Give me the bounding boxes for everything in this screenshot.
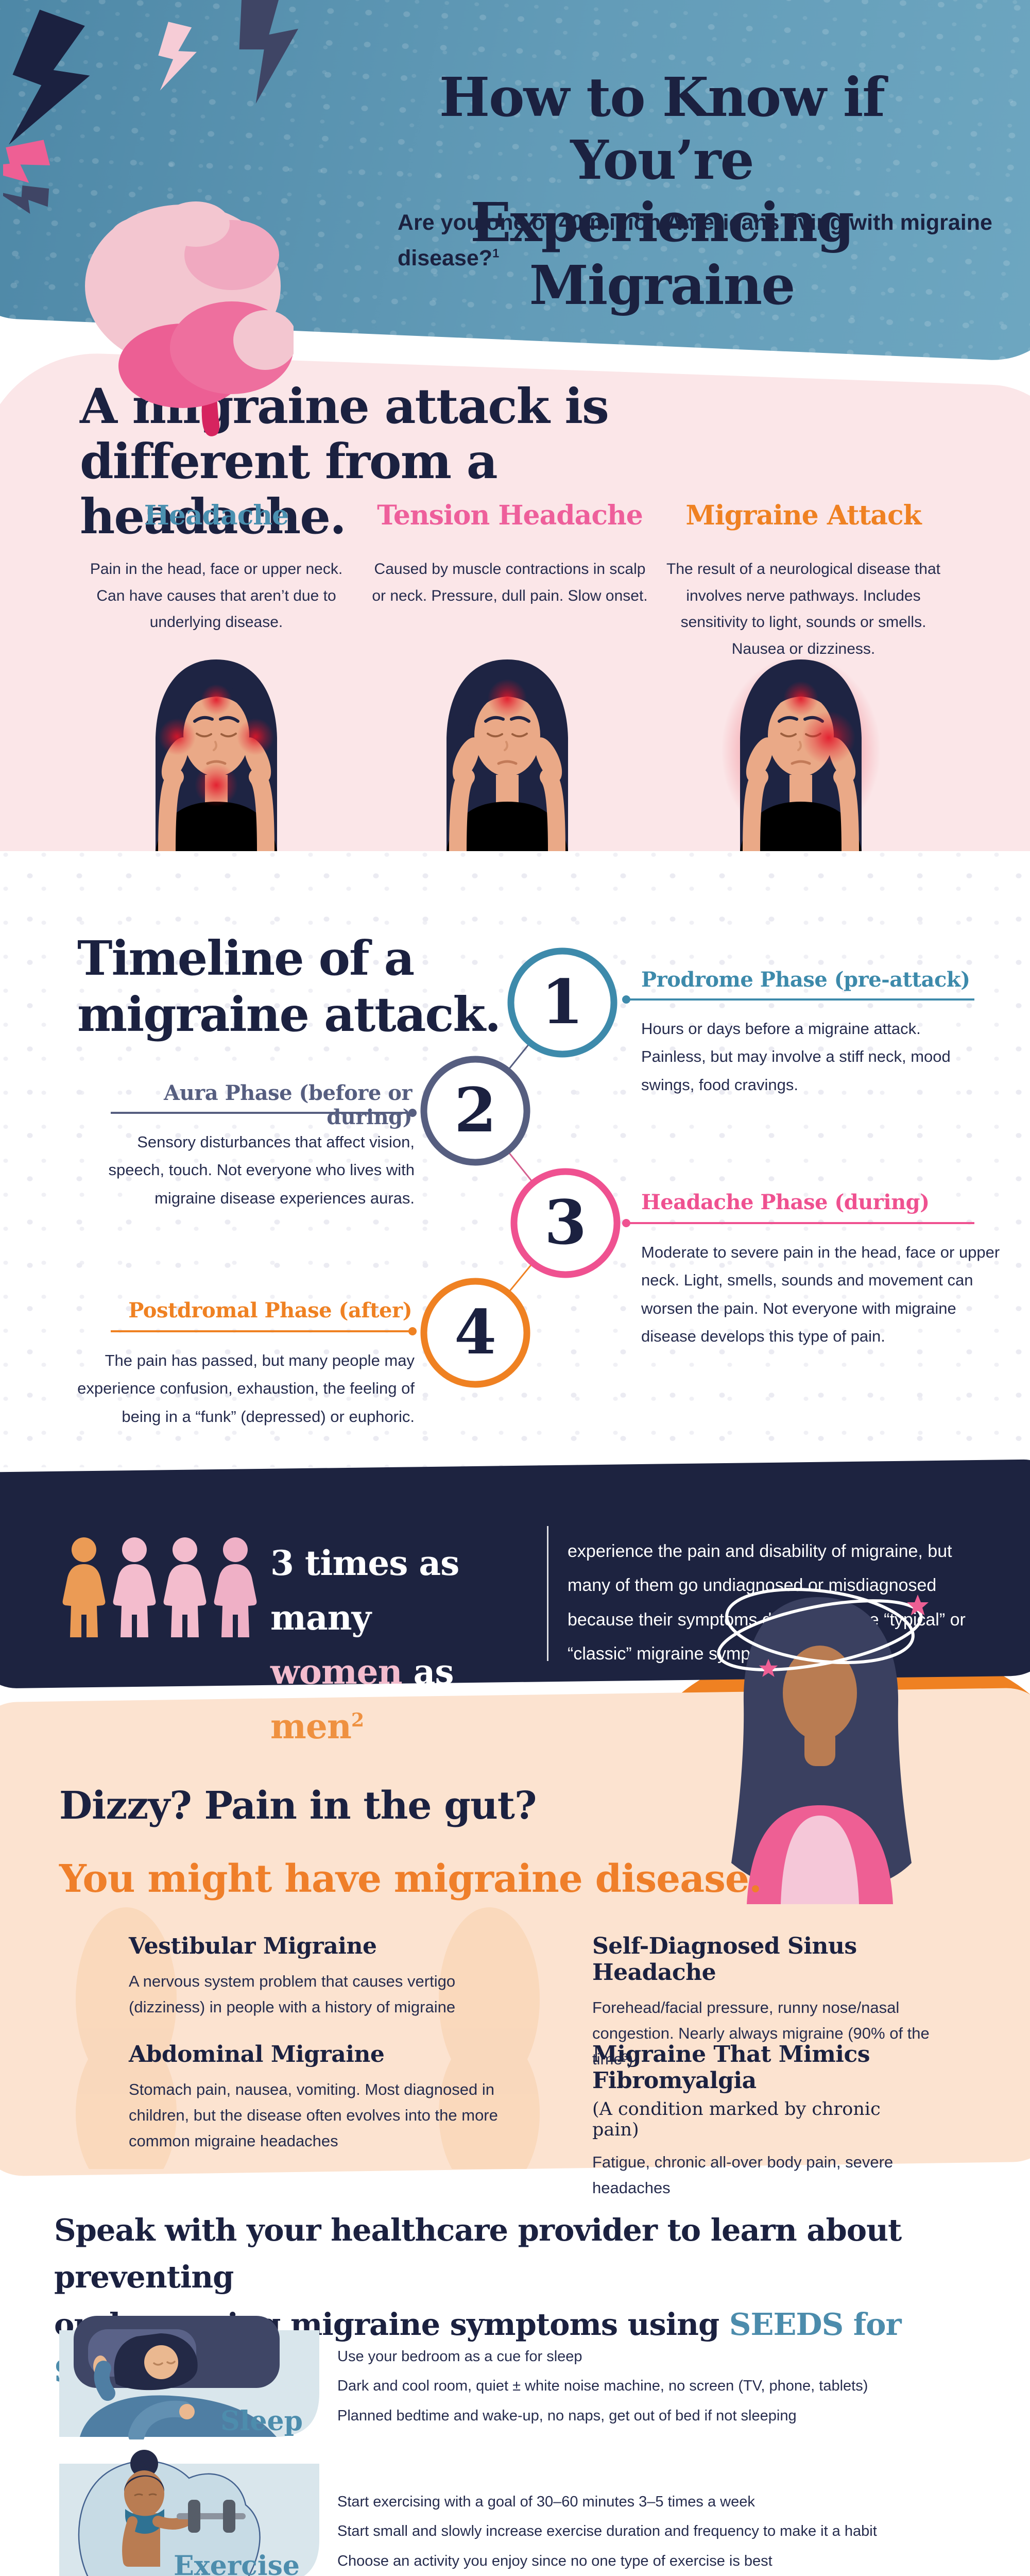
column-migraine: Migraine Attack The result of a neurolog… [664,500,942,662]
difference-section: A migraine attack is different from a he… [0,330,1030,851]
types-heading-line1: Dizzy? Pain in the gut? [59,1784,537,1828]
phase-4-label: Postdromal Phase (after) [128,1298,412,1323]
phase-4-line [111,1327,417,1335]
column-tension-text: Caused by muscle contractions in scalp o… [372,561,648,604]
column-tension: Tension Headache Caused by muscle contra… [371,500,649,609]
type-sinus: Self-Diagnosed Sinus Headache Forehead/f… [592,1933,932,2073]
list-item: Dark and cool room, quiet ± white noise … [337,2378,868,2395]
timeline-heading: Timeline of a migraine attack. [77,930,541,1042]
list-item: Choose an activity you enjoy since no on… [337,2552,772,2569]
sleep-tips: Use your bedroom as a cue for sleep Dark … [337,2347,991,2425]
page-subtitle: Are you one of 40 million Americans livi… [398,205,1000,276]
phase-2-line [111,1109,417,1117]
phase-3-line [622,1219,974,1227]
column-migraine-text: The result of a neurological disease tha… [666,561,940,657]
list-item: Start small and slowly increase exercise… [337,2523,877,2540]
timeline-heading-line1: Timeline of a [77,930,415,986]
migraine-woman-illustration: .t3 .topfill{fill:#ef8122} [721,655,881,851]
list-item: Planned bedtime and wake-up, no naps, ge… [337,2407,797,2424]
list-item: Use your bedroom as a cue for sleep [337,2348,582,2365]
type-fibromyalgia-subtitle: (A condition marked by chronic pain) [592,2099,881,2140]
phase-1-text: Hours or days before a migraine attack. … [641,1020,951,1094]
subtitle-text: Are you one of 40 million Americans livi… [398,210,992,270]
type-fibromyalgia-title: Migraine That Mimics Fibromyalgia [592,2041,870,2094]
difference-heading-line2: different from a headache. [80,433,498,546]
column-headache: Headache Pain in the head, face or upper… [77,500,355,636]
page-title-line2: Experiencing Migraine [470,191,854,317]
stat-headline-line2: women as men2 [270,1652,454,1747]
type-fibromyalgia-text: Fatigue, chronic all-over body pain, sev… [592,2153,894,2197]
type-abdominal-text: Stomach pain, nausea, vomiting. Most dia… [129,2080,498,2150]
exercise-tips: Start exercising with a goal of 30–60 mi… [337,2493,991,2570]
people-icons [62,1537,257,1637]
timeline-heading-line2: migraine attack. [77,986,501,1042]
type-abdominal: Abdominal Migraine Stomach pain, nausea,… [129,2041,520,2155]
brain-icon [85,201,294,436]
phase-2-number: 2 [454,1074,496,1146]
lightning-bolts-icon [3,0,308,216]
type-vestibular-title: Vestibular Migraine [129,1933,377,1959]
seeds-heading: Speak with your healthcare provider to l… [54,2207,991,2395]
dizzy-woman-illustration [717,1587,929,1904]
subtitle-footnote: 1 [492,247,500,261]
phase-4-text: The pain has passed, but many people may… [77,1351,415,1426]
column-headache-title: Headache [144,500,289,531]
peach-ellipse-decorations [76,1907,540,2169]
type-sinus-text: Forehead/facial pressure, runny nose/nas… [592,1998,930,2069]
phase-1-line [622,995,974,1004]
type-sinus-title: Self-Diagnosed Sinus Headache [592,1933,857,1986]
sleep-illustration: Sleep [59,2316,319,2444]
phase-3-text: Moderate to severe pain in the head, fac… [641,1243,1000,1345]
phase-2-label: Aura Phase (before or during) [164,1081,412,1129]
sleep-label: Sleep [220,2405,303,2437]
timeline-connector-circles: 1 2 3 4 [420,947,621,1388]
column-migraine-title: Migraine Attack [685,500,921,531]
types-heading-line2: You might have migraine disease. [59,1857,762,1901]
phase-3-number: 3 [544,1187,587,1258]
type-vestibular-text: A nervous system problem that causes ver… [129,1972,456,2016]
phase-3-label: Headache Phase (during) [641,1190,930,1214]
exercise-label: Exercise [174,2550,300,2576]
column-headache-text: Pain in the head, face or upper neck. Ca… [90,561,343,631]
page-title-line1: How to Know if You’re [439,65,885,192]
column-tension-title: Tension Headache [377,500,643,531]
phase-1-number: 1 [541,966,583,1038]
stat-headline: 3 times as many women as men2 [270,1536,548,1754]
phase-2-text: Sensory disturbances that affect vision,… [108,1133,415,1207]
phase-4-number: 4 [454,1296,496,1368]
type-vestibular: Vestibular Migraine A nervous system pro… [129,1933,458,2020]
seeds-heading-line1: Speak with your healthcare provider to l… [54,2212,902,2295]
type-abdominal-title: Abdominal Migraine [129,2041,385,2067]
page-title: How to Know if You’re Experiencing Migra… [340,66,984,317]
type-fibromyalgia: Migraine That Mimics Fibromyalgia (A con… [592,2041,932,2201]
list-item: Start exercising with a goal of 30–60 mi… [337,2494,755,2510]
exercise-illustration: Exercise [59,2448,319,2576]
headache-woman-illustration: .t1 .topfill{fill:#4f90ad} [124,655,309,851]
stat-headline-line1: 3 times as many [270,1543,459,1638]
person-icon-orange [62,1537,106,1637]
phase-1-label: Prodrome Phase (pre-attack) [641,968,970,992]
tension-woman-illustration: .t2 .topfill{fill:#ee5f94} [415,655,600,851]
stat-divider [547,1526,548,1661]
